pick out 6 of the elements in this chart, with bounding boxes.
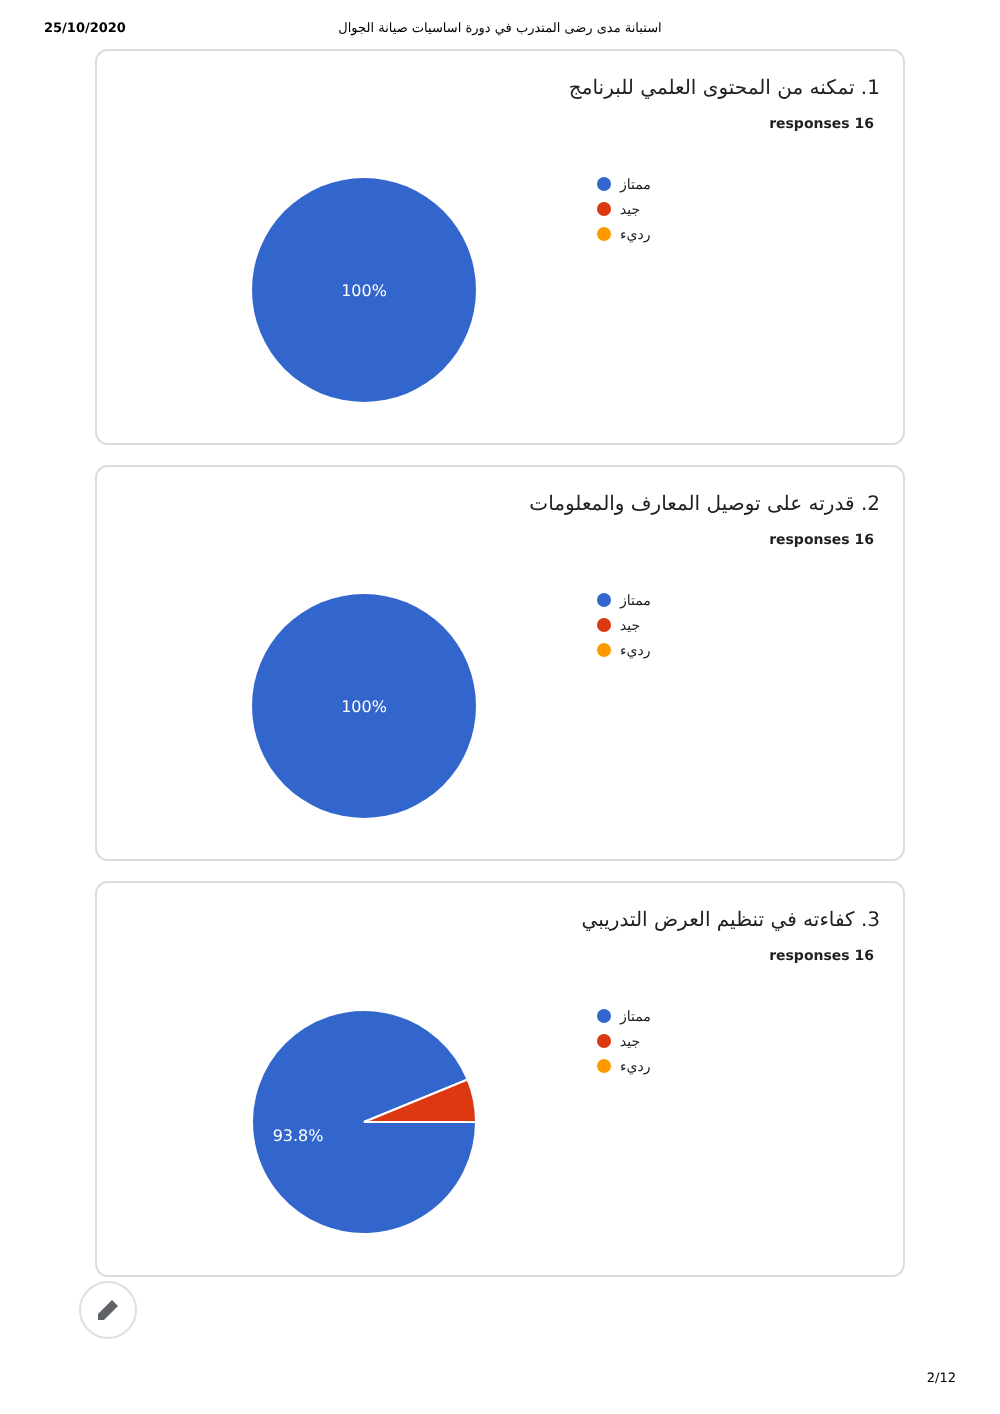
text: 2. قدرته على توصيل المعارف والمعلومات: [529, 494, 880, 516]
data-label: 93.8%: [272, 1127, 325, 1146]
text: 3. كفاءته في تنظيم العرض التدريبي: [581, 910, 880, 932]
text: 1. تمكنه من المحتوى العلمي للبرنامج: [568, 78, 880, 100]
data-label: 100%: [341, 282, 388, 300]
data-label: 100%: [341, 698, 388, 716]
